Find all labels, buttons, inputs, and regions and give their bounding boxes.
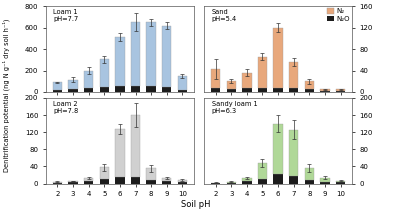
Bar bbox=[68, 80, 78, 89]
Bar bbox=[84, 178, 93, 181]
Bar bbox=[289, 176, 298, 184]
Bar bbox=[178, 180, 187, 182]
Text: Loam 2
pH=7.8: Loam 2 pH=7.8 bbox=[53, 100, 79, 114]
Bar bbox=[305, 180, 314, 184]
Bar bbox=[131, 22, 140, 86]
Bar bbox=[68, 181, 78, 182]
Bar bbox=[258, 179, 267, 184]
Bar bbox=[258, 163, 267, 179]
Bar bbox=[336, 182, 345, 184]
Bar bbox=[336, 91, 345, 92]
Bar bbox=[320, 178, 330, 182]
Bar bbox=[211, 183, 220, 184]
Bar bbox=[115, 37, 125, 86]
Bar bbox=[68, 182, 78, 184]
Bar bbox=[289, 88, 298, 92]
Bar bbox=[146, 86, 156, 92]
Bar bbox=[320, 91, 330, 92]
Bar bbox=[162, 181, 172, 184]
Bar bbox=[84, 88, 93, 92]
Bar bbox=[211, 88, 220, 92]
Bar bbox=[226, 81, 236, 89]
Bar bbox=[68, 89, 78, 92]
Bar bbox=[178, 182, 187, 184]
Bar bbox=[162, 178, 172, 181]
Bar bbox=[242, 181, 252, 184]
Bar bbox=[305, 168, 314, 180]
Bar bbox=[162, 87, 172, 92]
Bar bbox=[226, 182, 236, 183]
Bar bbox=[305, 81, 314, 89]
Bar bbox=[115, 177, 125, 184]
Bar bbox=[131, 177, 140, 184]
Bar bbox=[242, 178, 252, 181]
Bar bbox=[320, 89, 330, 91]
Bar bbox=[53, 183, 62, 184]
Bar bbox=[53, 182, 62, 183]
Bar bbox=[226, 183, 236, 184]
Bar bbox=[53, 82, 62, 90]
Bar bbox=[162, 26, 172, 87]
Bar bbox=[320, 182, 330, 184]
Bar bbox=[226, 89, 236, 92]
Text: Sand
pH=5.4: Sand pH=5.4 bbox=[212, 9, 237, 22]
Bar bbox=[273, 174, 283, 184]
Legend: N₂, N₂O: N₂, N₂O bbox=[327, 8, 351, 22]
Bar bbox=[242, 88, 252, 92]
Bar bbox=[100, 87, 109, 92]
Bar bbox=[289, 130, 298, 176]
Bar bbox=[336, 181, 345, 182]
Text: Denitrification potential (ng N g⁻¹ dry soil h⁻¹): Denitrification potential (ng N g⁻¹ dry … bbox=[2, 18, 10, 172]
Bar bbox=[146, 180, 156, 184]
Bar bbox=[131, 86, 140, 92]
Bar bbox=[242, 73, 252, 88]
Bar bbox=[336, 89, 345, 91]
Bar bbox=[84, 70, 93, 88]
Bar bbox=[115, 86, 125, 92]
Bar bbox=[115, 129, 125, 177]
Bar bbox=[131, 115, 140, 177]
Bar bbox=[53, 90, 62, 92]
Bar bbox=[178, 90, 187, 92]
Bar bbox=[289, 62, 298, 88]
Bar bbox=[100, 167, 109, 179]
Bar bbox=[273, 28, 283, 88]
Bar bbox=[258, 57, 267, 88]
Bar bbox=[258, 88, 267, 92]
Bar bbox=[305, 89, 314, 92]
Bar bbox=[146, 168, 156, 180]
Bar bbox=[211, 69, 220, 88]
Bar bbox=[100, 179, 109, 184]
Bar bbox=[273, 124, 283, 174]
Text: Loam 1
pH=7.7: Loam 1 pH=7.7 bbox=[53, 9, 79, 22]
Text: Sandy loam 1
pH=6.3: Sandy loam 1 pH=6.3 bbox=[212, 100, 257, 114]
Text: Soil pH: Soil pH bbox=[181, 200, 211, 209]
Bar bbox=[100, 59, 109, 87]
Bar bbox=[146, 22, 156, 86]
Bar bbox=[178, 76, 187, 90]
Bar bbox=[84, 181, 93, 184]
Bar bbox=[273, 88, 283, 92]
